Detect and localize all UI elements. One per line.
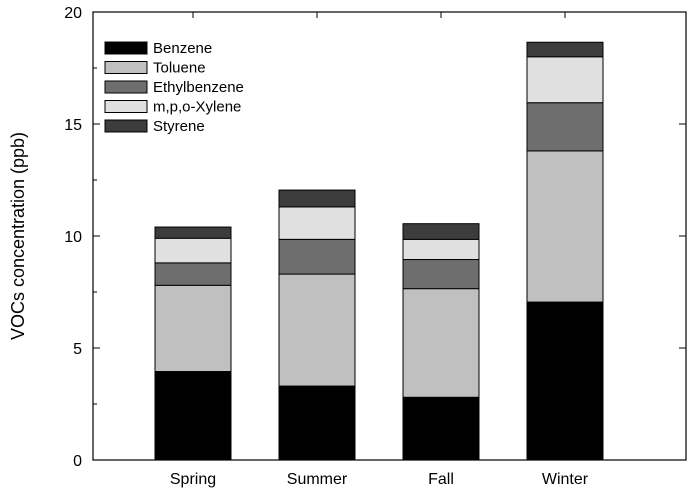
- bar-fall-m-p-o-xylene: [402, 238, 480, 261]
- bar-summer-benzene: [278, 385, 356, 461]
- bar-spring-benzene: [154, 371, 232, 461]
- legend-item-benzene: Benzene: [104, 40, 212, 57]
- y-tick-label: 20: [64, 5, 82, 22]
- bar-fall-ethylbenzene: [402, 259, 480, 290]
- legend-swatch: [104, 119, 148, 133]
- bars-layer: [154, 41, 604, 461]
- bar-winter-ethylbenzene: [526, 102, 604, 152]
- x-tick-label: Fall: [428, 471, 454, 488]
- bar-fall-styrene: [402, 223, 480, 240]
- legend-item-m-p-o-xylene: m,p,o-Xylene: [104, 99, 241, 116]
- legend-label: Styrene: [153, 118, 205, 135]
- legend: Benzene Toluene Ethylbenzene m,p,o-Xylene St…: [104, 40, 244, 135]
- bar-spring-m-p-o-xylene: [154, 237, 232, 264]
- legend-label: m,p,o-Xylene: [153, 99, 241, 116]
- x-tick-label: Winter: [542, 471, 589, 488]
- bar-winter-benzene: [526, 301, 604, 461]
- bar-spring-styrene: [154, 226, 232, 239]
- x-tick-label: Summer: [287, 471, 348, 488]
- y-tick-label: 0: [73, 453, 82, 470]
- ticks-layer: Spring Summer Fall Winter 0 5 10 15 20: [64, 5, 686, 488]
- y-tick-label: 15: [64, 117, 82, 134]
- y-tick-label: 5: [73, 341, 82, 358]
- bar-spring-ethylbenzene: [154, 262, 232, 286]
- legend-label: Ethylbenzene: [153, 79, 244, 96]
- legend-item-ethylbenzene: Ethylbenzene: [104, 79, 244, 96]
- legend-item-toluene: Toluene: [104, 60, 206, 77]
- legend-swatch: [104, 61, 148, 74]
- legend-label: Toluene: [153, 60, 206, 77]
- legend-item-styrene: Styrene: [104, 118, 205, 135]
- legend-swatch: [104, 100, 148, 113]
- legend-swatch: [104, 41, 148, 55]
- legend-label: Benzene: [153, 40, 212, 57]
- bar-summer-ethylbenzene: [278, 238, 356, 275]
- bar-spring-toluene: [154, 284, 232, 373]
- y-tick-label: 10: [64, 229, 82, 246]
- bar-summer-styrene: [278, 189, 356, 208]
- bar-winter-styrene: [526, 41, 604, 58]
- bar-fall-toluene: [402, 288, 480, 398]
- x-tick-label: Spring: [170, 471, 216, 488]
- bar-fall-benzene: [402, 396, 480, 461]
- legend-swatch: [104, 80, 148, 94]
- bar-winter-toluene: [526, 150, 604, 303]
- y-axis-title: VOCs concentration (ppb): [8, 132, 28, 340]
- bar-summer-toluene: [278, 273, 356, 387]
- bar-summer-m-p-o-xylene: [278, 206, 356, 240]
- bar-winter-m-p-o-xylene: [526, 56, 604, 104]
